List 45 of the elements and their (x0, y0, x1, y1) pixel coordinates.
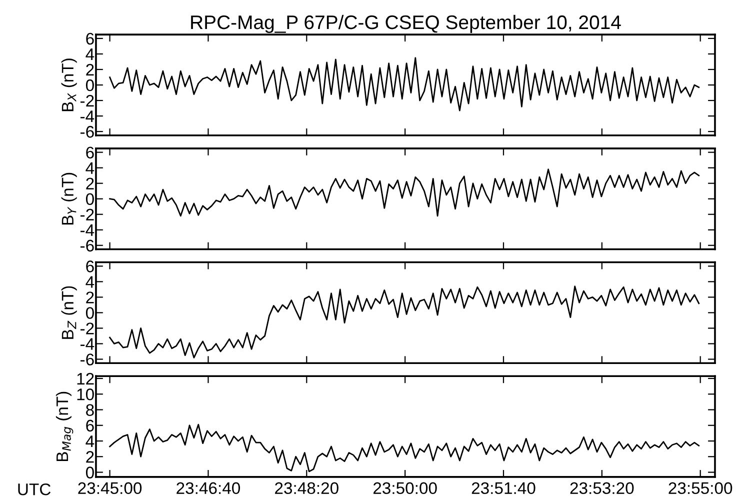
y-tick-label: -6 (80, 354, 94, 366)
y-tick-label: 8 (86, 404, 94, 416)
y-tick-label: 6 (86, 420, 94, 432)
y-tick-label: 0 (86, 466, 94, 478)
y-axis-title: B$_{X}$ (nT) (61, 58, 77, 112)
y-tick-label: 4 (86, 48, 94, 60)
y-axis-title: B$_{Z}$ (nT) (61, 286, 77, 339)
y-tick-label: 0 (86, 79, 94, 92)
y-tick-label: 2 (86, 292, 94, 304)
y-tick-label: -2 (80, 322, 94, 334)
y-axis-title: B$_{Mag}$ (nT) (56, 392, 74, 462)
x-tick-label: 23:46:40 (176, 482, 240, 494)
y-tick-label: 6 (86, 260, 94, 272)
x-tick-label: 23:51:40 (472, 482, 536, 494)
y-tick-label: 12 (77, 372, 94, 385)
line-series (109, 286, 700, 358)
y-tick-label: 2 (86, 64, 94, 76)
y-tick-label: -4 (80, 224, 94, 236)
line-series (109, 424, 700, 472)
x-tick-label: 23:53:20 (570, 482, 634, 494)
y-tick-label: 0 (86, 307, 94, 319)
y-tick-label: -6 (80, 240, 94, 252)
y-tick-label: 0 (86, 193, 94, 206)
y-tick-label: 4 (86, 162, 94, 174)
y-tick-label: 10 (77, 388, 94, 400)
y-tick-label: 4 (86, 436, 94, 448)
y-tick-label: -6 (80, 126, 94, 138)
y-tick-label: -2 (80, 94, 94, 107)
y-tick-label: -4 (80, 338, 94, 350)
y-tick-label: -4 (80, 110, 94, 122)
x-axis-title: UTC (18, 483, 51, 496)
y-tick-label: 6 (86, 32, 94, 45)
y-tick-label: 6 (86, 146, 94, 158)
y-tick-label: 2 (86, 451, 94, 463)
y-tick-label: -2 (80, 208, 94, 220)
chart-title: RPC-Mag_P 67P/C-G CSEQ September 10, 2014 (191, 14, 621, 34)
x-tick-label: 23:48:20 (275, 482, 338, 494)
x-tick-label: 23:50:00 (373, 482, 437, 494)
y-tick-label: 2 (86, 178, 94, 190)
line-series (109, 168, 700, 217)
x-tick-label: 23:45:00 (78, 482, 142, 494)
y-tick-label: 4 (86, 276, 94, 288)
x-tick-label: 23:55:00 (668, 482, 732, 494)
y-axis-title: B$_{Y}$ (nT) (61, 172, 77, 225)
line-series (109, 57, 700, 112)
